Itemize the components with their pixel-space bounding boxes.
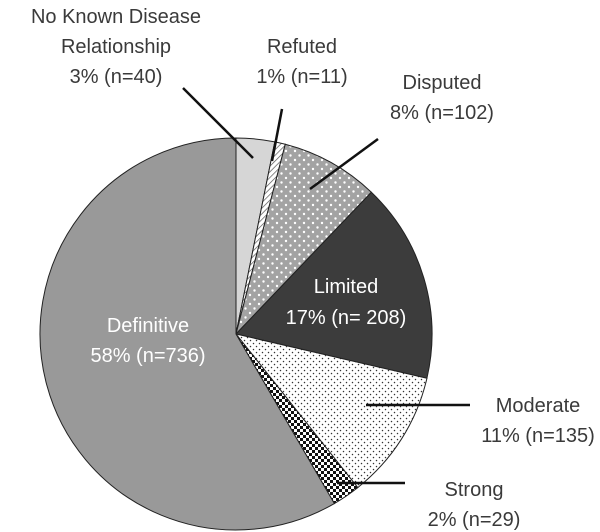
slice-label-limited: 17% (n= 208) [286,307,407,329]
leader-line-no-known-disease-relationship [182,87,254,159]
slice-label-moderate: 11% (n=135) [481,425,595,447]
slice-label-definitive: Definitive [107,315,189,337]
slice-label-moderate: Moderate [496,395,581,417]
slice-label-refuted: 1% (n=11) [256,66,347,88]
pie-slice-disputed [235,143,373,336]
slice-label-definitive: 58% (n=736) [90,345,205,367]
slice-label-strong: Strong [445,479,504,501]
slice-label-no-known-disease-relationship: Relationship [61,36,171,58]
slice-label-disputed: 8% (n=102) [390,102,494,124]
slice-label-disputed: Disputed [403,72,482,94]
leader-line-refuted [270,108,284,162]
slice-label-strong: 2% (n=29) [428,509,521,531]
slice-label-no-known-disease-relationship: No Known Disease [31,6,201,28]
slice-label-limited: Limited [314,276,378,298]
slice-label-refuted: Refuted [267,36,337,58]
slice-label-no-known-disease-relationship: 3% (n=40) [70,66,163,88]
pie-slice-definitive [39,137,336,531]
leader-line-disputed [309,137,379,191]
pie-slice-limited [235,191,433,379]
